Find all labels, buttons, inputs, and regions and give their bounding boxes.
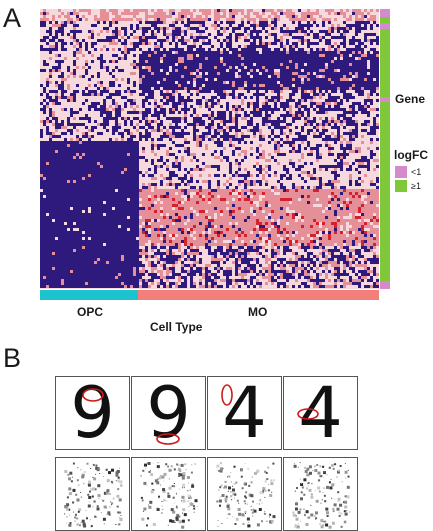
saliency-map-4: [283, 457, 358, 531]
cell-type-mo-label: MO: [248, 305, 268, 319]
highlight-ellipse-icon: [221, 384, 233, 406]
highlight-ellipse-icon: [82, 388, 104, 402]
legend-label-high: ≥1: [411, 181, 421, 191]
gene-logfc-bar: [380, 9, 390, 289]
highlight-ellipse-icon: [156, 433, 180, 445]
gene-expression-heatmap: [40, 9, 379, 289]
x-axis-title: Cell Type: [150, 320, 203, 334]
gene-legend-title: Gene: [395, 92, 426, 106]
digit-glyph: 4: [298, 376, 343, 450]
saliency-map-3: [207, 457, 282, 531]
digit-glyph: 4: [222, 376, 267, 450]
cell-type-opc-label: OPC: [77, 305, 104, 319]
digit-image-2: 9: [131, 376, 206, 450]
saliency-map-1: [55, 457, 130, 531]
panel-b-label: B: [3, 343, 22, 373]
digit-image-1: 9: [55, 376, 130, 450]
highlight-ellipse-icon: [297, 408, 319, 420]
saliency-map-2: [131, 457, 206, 531]
legend-label-low: <1: [411, 167, 422, 177]
panel-a-label: A: [3, 3, 22, 33]
digit-image-3: 4: [207, 376, 282, 450]
cell-type-bar-opc: [40, 290, 138, 300]
cell-type-bar-mo: [138, 290, 379, 300]
digit-glyph: 9: [146, 376, 191, 450]
digit-image-4: 4: [283, 376, 358, 450]
legend-swatch-high: [395, 180, 407, 192]
legend-swatch-low: [395, 166, 407, 178]
logfc-legend-title: logFC: [394, 148, 428, 162]
